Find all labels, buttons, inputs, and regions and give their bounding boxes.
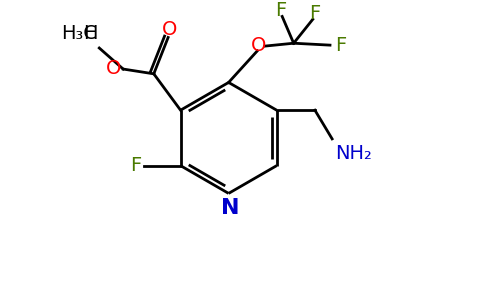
Text: O: O bbox=[162, 20, 178, 39]
Text: N: N bbox=[221, 198, 240, 218]
Text: H: H bbox=[83, 24, 97, 43]
Text: F: F bbox=[309, 4, 320, 23]
Text: O: O bbox=[106, 58, 121, 78]
Text: O: O bbox=[251, 36, 266, 55]
Text: H₃C: H₃C bbox=[61, 24, 97, 43]
Text: F: F bbox=[335, 36, 346, 55]
Text: NH₂: NH₂ bbox=[335, 144, 372, 163]
Text: F: F bbox=[130, 156, 141, 175]
Text: F: F bbox=[274, 1, 286, 20]
